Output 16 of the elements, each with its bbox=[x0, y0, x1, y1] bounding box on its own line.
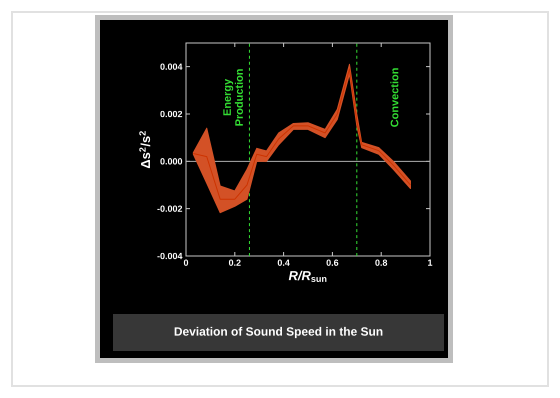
text: Deviation of Sound Speed in the Sun bbox=[174, 326, 382, 338]
y-tick-label: -0.002 bbox=[157, 205, 182, 212]
y-tick-label: 0.004 bbox=[160, 63, 182, 70]
x-tick-label: 0.6 bbox=[326, 260, 338, 266]
ref-line-label: Convection bbox=[390, 68, 398, 127]
y-tick-label: -0.004 bbox=[157, 252, 182, 260]
x-tick-label: 0.2 bbox=[228, 260, 241, 266]
y-tick-label: 0.000 bbox=[160, 158, 182, 165]
ref-line-label: Energy Production bbox=[223, 69, 243, 126]
x-tick-label: 0 bbox=[184, 260, 188, 266]
x-tick-label: 0.8 bbox=[375, 260, 388, 266]
x-tick-label: 1 bbox=[428, 260, 432, 266]
x-axis-title: R/R$_{sun}$ bbox=[288, 270, 326, 282]
y-axis-title: Δs$^{2}$/s$^{2}$ bbox=[139, 131, 150, 168]
y-tick-label: 0.002 bbox=[160, 110, 182, 118]
x-tick-label: 0.4 bbox=[278, 260, 290, 266]
